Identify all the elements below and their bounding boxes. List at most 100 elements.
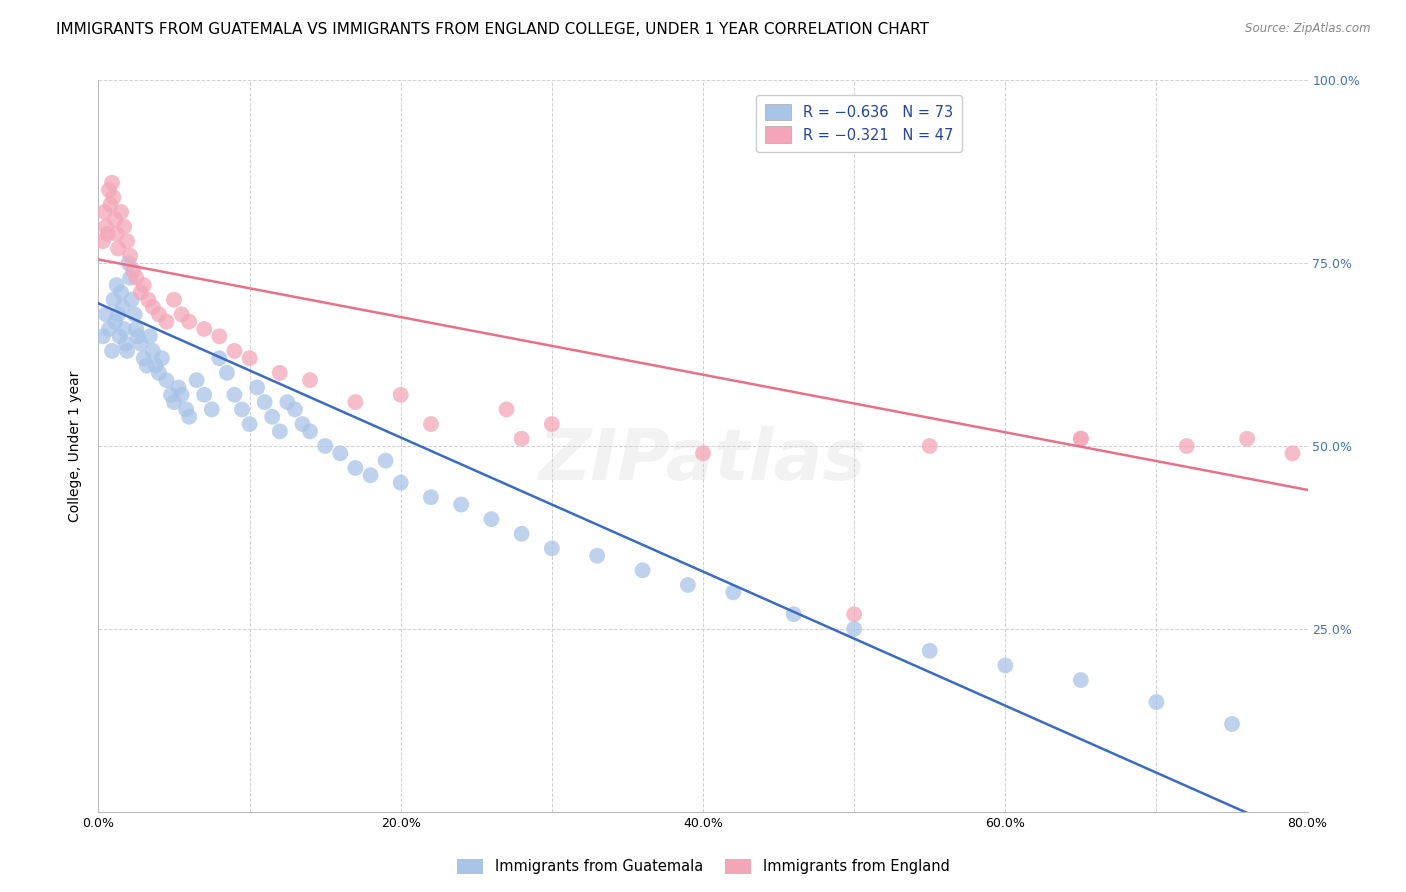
Point xyxy=(344,395,367,409)
Point xyxy=(994,658,1017,673)
Point xyxy=(918,644,941,658)
Point xyxy=(783,607,806,622)
Point xyxy=(299,425,322,439)
Point xyxy=(127,329,149,343)
Point xyxy=(108,329,131,343)
Point xyxy=(193,322,215,336)
Point xyxy=(844,622,866,636)
Text: IMMIGRANTS FROM GUATEMALA VS IMMIGRANTS FROM ENGLAND COLLEGE, UNDER 1 YEAR CORRE: IMMIGRANTS FROM GUATEMALA VS IMMIGRANTS … xyxy=(56,22,929,37)
Point xyxy=(122,263,145,277)
Point xyxy=(132,351,155,366)
Point xyxy=(420,490,443,504)
Legend: Immigrants from Guatemala, Immigrants from England: Immigrants from Guatemala, Immigrants fr… xyxy=(451,853,955,880)
Point xyxy=(253,395,276,409)
Point xyxy=(510,432,533,446)
Point xyxy=(631,563,654,577)
Point xyxy=(125,270,148,285)
Point xyxy=(314,439,336,453)
Point xyxy=(91,329,114,343)
Point xyxy=(120,270,142,285)
Point xyxy=(1236,432,1258,446)
Point xyxy=(389,475,412,490)
Point xyxy=(676,578,699,592)
Point xyxy=(155,315,177,329)
Point xyxy=(132,278,155,293)
Point xyxy=(110,205,132,219)
Point xyxy=(155,373,177,387)
Point xyxy=(1175,439,1198,453)
Text: Source: ZipAtlas.com: Source: ZipAtlas.com xyxy=(1246,22,1371,36)
Point xyxy=(208,329,231,343)
Point xyxy=(344,461,367,475)
Point xyxy=(100,197,122,211)
Point xyxy=(163,395,186,409)
Point xyxy=(125,322,148,336)
Point xyxy=(103,190,125,204)
Point xyxy=(105,278,128,293)
Point xyxy=(107,242,129,256)
Point xyxy=(201,402,224,417)
Point xyxy=(179,409,201,424)
Point xyxy=(291,417,314,431)
Point xyxy=(1070,673,1092,687)
Point xyxy=(231,402,253,417)
Text: ZIPatlas: ZIPatlas xyxy=(540,426,866,495)
Point xyxy=(692,446,714,460)
Point xyxy=(540,417,562,431)
Point xyxy=(150,351,173,366)
Point xyxy=(142,343,165,358)
Point xyxy=(129,285,152,300)
Point xyxy=(115,343,138,358)
Point xyxy=(389,388,412,402)
Point xyxy=(101,343,124,358)
Legend: R = −0.636   N = 73, R = −0.321   N = 47: R = −0.636 N = 73, R = −0.321 N = 47 xyxy=(756,95,962,152)
Point xyxy=(98,322,121,336)
Point xyxy=(1070,432,1092,446)
Point xyxy=(239,417,262,431)
Point xyxy=(374,453,396,467)
Point xyxy=(104,212,127,227)
Point xyxy=(269,425,291,439)
Point xyxy=(299,373,322,387)
Point xyxy=(112,322,135,336)
Point xyxy=(224,388,246,402)
Point xyxy=(163,293,186,307)
Point xyxy=(135,359,157,373)
Point xyxy=(121,293,143,307)
Point xyxy=(284,402,307,417)
Point xyxy=(139,329,162,343)
Point xyxy=(103,293,125,307)
Point xyxy=(1070,432,1092,446)
Point xyxy=(111,300,134,314)
Point xyxy=(495,402,517,417)
Point xyxy=(107,307,129,321)
Point xyxy=(276,395,298,409)
Point xyxy=(101,176,124,190)
Point xyxy=(136,293,159,307)
Point xyxy=(269,366,291,380)
Point xyxy=(148,366,170,380)
Point xyxy=(186,373,208,387)
Point xyxy=(246,380,269,394)
Point xyxy=(167,380,190,394)
Point xyxy=(112,219,135,234)
Point xyxy=(540,541,562,556)
Point xyxy=(179,315,201,329)
Point xyxy=(360,468,382,483)
Point xyxy=(208,351,231,366)
Point xyxy=(481,512,503,526)
Point xyxy=(450,498,472,512)
Point xyxy=(918,439,941,453)
Point xyxy=(120,249,142,263)
Point xyxy=(124,307,146,321)
Point xyxy=(98,183,121,197)
Point xyxy=(1146,695,1168,709)
Point xyxy=(1220,717,1243,731)
Point xyxy=(129,336,152,351)
Point xyxy=(262,409,284,424)
Point xyxy=(215,366,238,380)
Point xyxy=(1281,446,1303,460)
Point xyxy=(160,388,183,402)
Point xyxy=(170,388,193,402)
Y-axis label: College, Under 1 year: College, Under 1 year xyxy=(69,370,83,522)
